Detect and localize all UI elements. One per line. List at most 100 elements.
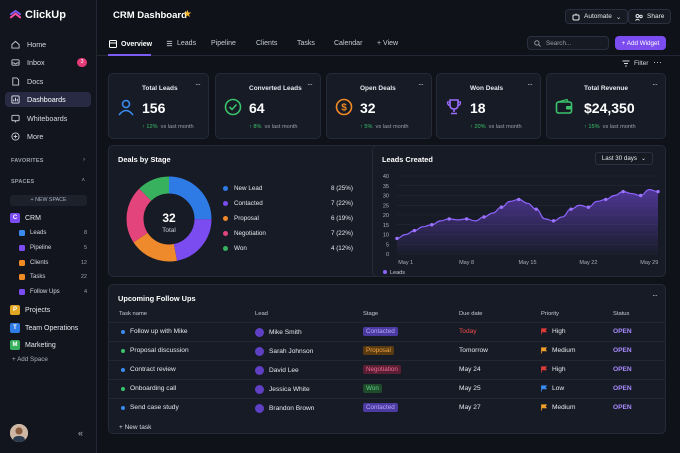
tab-calendar[interactable]: Calendar xyxy=(334,40,363,47)
card-menu-icon[interactable]: ··· xyxy=(652,80,658,89)
sidebar-item-dashboards[interactable]: Dashboards xyxy=(5,92,91,107)
data-point[interactable] xyxy=(517,197,521,202)
tab-clients[interactable]: Clients xyxy=(256,40,278,47)
table-row[interactable]: Send case study Brandon Brown Contacted May… xyxy=(109,398,666,417)
status-badge[interactable]: OPEN xyxy=(613,366,632,373)
list-item-clients[interactable]: Clients 12 xyxy=(19,257,89,269)
space-team-operations[interactable]: T Team Operations xyxy=(10,322,78,334)
data-point[interactable] xyxy=(430,223,434,227)
space-marketing[interactable]: M Marketing xyxy=(10,339,56,351)
automate-button[interactable]: Automate ⌄ xyxy=(565,9,629,24)
sidebar-item-docs[interactable]: Docs xyxy=(5,74,91,89)
task-name[interactable]: Onboarding call xyxy=(130,385,177,392)
list-label: Follow Ups xyxy=(30,289,60,295)
task-name[interactable]: Proposal discussion xyxy=(130,347,189,354)
table-row[interactable]: Contract review David Lee Negotiation May 2… xyxy=(109,360,666,379)
data-point[interactable] xyxy=(569,207,573,211)
status-badge[interactable]: OPEN xyxy=(613,328,632,335)
tab-leads[interactable]: Leads xyxy=(166,40,196,47)
tab-tasks[interactable]: Tasks xyxy=(297,40,315,47)
task-name[interactable]: Contract review xyxy=(130,366,176,373)
data-point[interactable] xyxy=(395,236,399,241)
status-badge[interactable]: OPEN xyxy=(613,385,632,392)
lead-name[interactable]: Jessica White xyxy=(269,386,310,393)
space-crm[interactable]: C CRM xyxy=(10,212,41,224)
donut-slice-negotiation[interactable] xyxy=(126,176,212,262)
data-point[interactable] xyxy=(534,207,538,211)
stage-badge[interactable]: Negotiation xyxy=(363,365,401,374)
app-logo[interactable]: ClickUp xyxy=(10,9,66,21)
priority-cell[interactable]: Medium xyxy=(541,347,575,354)
search-input[interactable]: Search... xyxy=(527,36,609,50)
chevron-up-icon[interactable]: ˄ xyxy=(81,178,85,184)
card-menu-icon[interactable]: ··· xyxy=(652,291,658,300)
collapse-sidebar-icon[interactable]: « xyxy=(78,428,84,438)
sidebar-item-inbox[interactable]: Inbox 3 xyxy=(5,55,91,70)
data-point[interactable] xyxy=(638,193,643,198)
card-menu-icon[interactable]: ··· xyxy=(527,80,533,89)
donut-slice-proposal[interactable] xyxy=(126,176,212,262)
data-point[interactable] xyxy=(604,197,608,202)
add-space-button[interactable]: + Add Space xyxy=(12,356,48,363)
donut-slice-new-lead[interactable] xyxy=(126,176,212,262)
new-space-button[interactable]: + NEW SPACE xyxy=(10,195,87,206)
data-point[interactable] xyxy=(482,215,486,219)
column-header[interactable]: Stage xyxy=(363,311,379,317)
sidebar-item-whiteboards[interactable]: Whiteboards xyxy=(5,111,91,126)
list-item-tasks[interactable]: Tasks 22 xyxy=(19,271,89,283)
task-name[interactable]: Send case study xyxy=(130,404,179,411)
list-item-follow-ups[interactable]: Follow Ups 4 xyxy=(19,286,89,298)
share-button[interactable]: Share xyxy=(628,9,672,24)
sidebar-item-home[interactable]: Home xyxy=(5,37,91,52)
date-range-select[interactable]: Last 30 days ⌄ xyxy=(595,152,653,165)
lead-name[interactable]: David Lee xyxy=(269,367,299,374)
lead-name[interactable]: Sarah Johnson xyxy=(269,348,314,355)
status-badge[interactable]: OPEN xyxy=(613,404,632,411)
filter-button[interactable]: Filter xyxy=(622,60,648,67)
data-point[interactable] xyxy=(412,228,417,233)
favorite-star-icon[interactable]: ★ xyxy=(183,9,192,20)
column-header[interactable]: Task name xyxy=(119,311,148,317)
list-item-leads[interactable]: Leads 8 xyxy=(19,227,89,239)
data-point[interactable] xyxy=(464,217,469,221)
add-view-button[interactable]: + View xyxy=(377,40,399,47)
add-widget-button[interactable]: + Add Widget xyxy=(615,36,666,50)
table-row[interactable]: Follow up with Mike Mike Smith Contacted To… xyxy=(109,322,666,341)
column-header[interactable]: Due date xyxy=(459,311,483,317)
stage-badge[interactable]: Won xyxy=(363,384,382,393)
table-row[interactable]: Proposal discussion Sarah Johnson Proposal… xyxy=(109,341,666,360)
sidebar-item-more[interactable]: More xyxy=(5,129,91,144)
chevron-right-icon[interactable]: › xyxy=(83,157,85,163)
column-header[interactable]: Priority xyxy=(541,311,560,317)
data-point[interactable] xyxy=(551,219,556,223)
stage-badge[interactable]: Contacted xyxy=(363,403,398,412)
tab-pipeline[interactable]: Pipeline xyxy=(211,40,236,47)
card-menu-icon[interactable]: ··· xyxy=(307,80,313,89)
data-point[interactable] xyxy=(621,189,625,194)
priority-cell[interactable]: High xyxy=(541,366,566,373)
priority-cell[interactable]: High xyxy=(541,328,566,335)
list-item-pipeline[interactable]: Pipeline 5 xyxy=(19,242,89,254)
data-point[interactable] xyxy=(656,189,660,194)
tab-overview[interactable]: Overview xyxy=(109,40,152,48)
status-badge[interactable]: OPEN xyxy=(613,347,632,354)
column-header[interactable]: Lead xyxy=(255,311,268,317)
card-menu-icon[interactable]: ··· xyxy=(418,80,424,89)
task-name[interactable]: Follow up with Mike xyxy=(130,328,188,335)
lead-name[interactable]: Brandon Brown xyxy=(269,405,315,412)
space-projects[interactable]: P Projects xyxy=(10,304,50,316)
priority-cell[interactable]: Medium xyxy=(541,404,575,411)
more-options-icon[interactable]: ··· xyxy=(653,57,662,67)
stage-badge[interactable]: Contacted xyxy=(363,327,398,336)
user-avatar[interactable] xyxy=(10,424,28,442)
lead-name[interactable]: Mike Smith xyxy=(269,329,302,336)
table-row[interactable]: Onboarding call Jessica White Won May 25 Low… xyxy=(109,379,666,398)
card-menu-icon[interactable]: ··· xyxy=(195,80,201,89)
data-point[interactable] xyxy=(499,205,504,209)
column-header[interactable]: Status xyxy=(613,311,630,317)
priority-cell[interactable]: Low xyxy=(541,385,564,392)
data-point[interactable] xyxy=(586,205,591,209)
new-task-button[interactable]: + New task xyxy=(119,424,152,431)
stage-badge[interactable]: Proposal xyxy=(363,346,394,355)
data-point[interactable] xyxy=(447,217,451,221)
